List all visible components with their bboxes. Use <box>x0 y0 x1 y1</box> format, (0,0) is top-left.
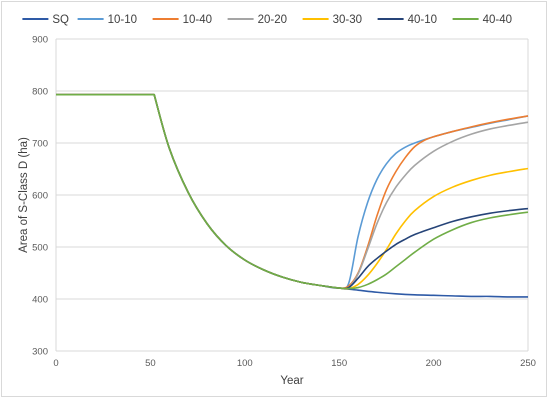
series-line-20-20 <box>56 93 529 290</box>
y-tick-label: 500 <box>32 243 48 254</box>
legend-item-40-10: 40-10 <box>377 14 437 26</box>
legend-item-20-20: 20-20 <box>227 14 287 26</box>
y-axis-title: Area of S-Class D (ha) <box>18 137 30 253</box>
x-tick-label: 250 <box>520 358 536 369</box>
y-tick-label: 900 <box>32 35 48 46</box>
y-tick-label: 400 <box>32 295 48 306</box>
axes: 300 400 500 600 700 800 900 0 50 100 150 200 250 <box>32 35 536 370</box>
legend-label: 10-40 <box>183 14 212 26</box>
legend-item-30-30: 30-30 <box>302 14 362 26</box>
series-line-40-40 <box>56 93 529 290</box>
legend-label: SQ <box>52 14 69 26</box>
x-tick-label: 150 <box>331 358 347 369</box>
legend-label: 40-40 <box>483 14 512 26</box>
y-tick-label: 800 <box>32 87 48 98</box>
x-tick-label: 0 <box>53 358 58 369</box>
series-line-10-40 <box>56 93 529 289</box>
gridlines <box>55 38 529 352</box>
series-line-30-30 <box>56 93 529 290</box>
x-tick-label: 50 <box>145 358 156 369</box>
series-line-40-10 <box>56 93 529 290</box>
x-tick-label: 100 <box>237 358 253 369</box>
x-tick-label: 200 <box>426 358 442 369</box>
legend-label: 40-10 <box>408 14 437 26</box>
legend-label: 10-10 <box>108 14 137 26</box>
y-tick-label: 700 <box>32 139 48 150</box>
y-tick-label: 300 <box>32 347 48 358</box>
series-line-sq <box>56 93 529 298</box>
legend-label: 30-30 <box>333 14 362 26</box>
legend-item-10-10: 10-10 <box>77 14 137 26</box>
legend-item-10-40: 10-40 <box>152 14 212 26</box>
legend-label: 20-20 <box>258 14 287 26</box>
x-axis-title: Year <box>280 375 303 387</box>
series-lines <box>56 93 529 298</box>
y-tick-label: 600 <box>32 191 48 202</box>
legend: SQ 10-10 10-40 20-20 30-30 40-10 40-40 <box>22 14 512 26</box>
legend-item-sq: SQ <box>22 14 69 26</box>
legend-item-40-40: 40-40 <box>452 14 512 26</box>
series-line-10-10 <box>56 93 529 290</box>
